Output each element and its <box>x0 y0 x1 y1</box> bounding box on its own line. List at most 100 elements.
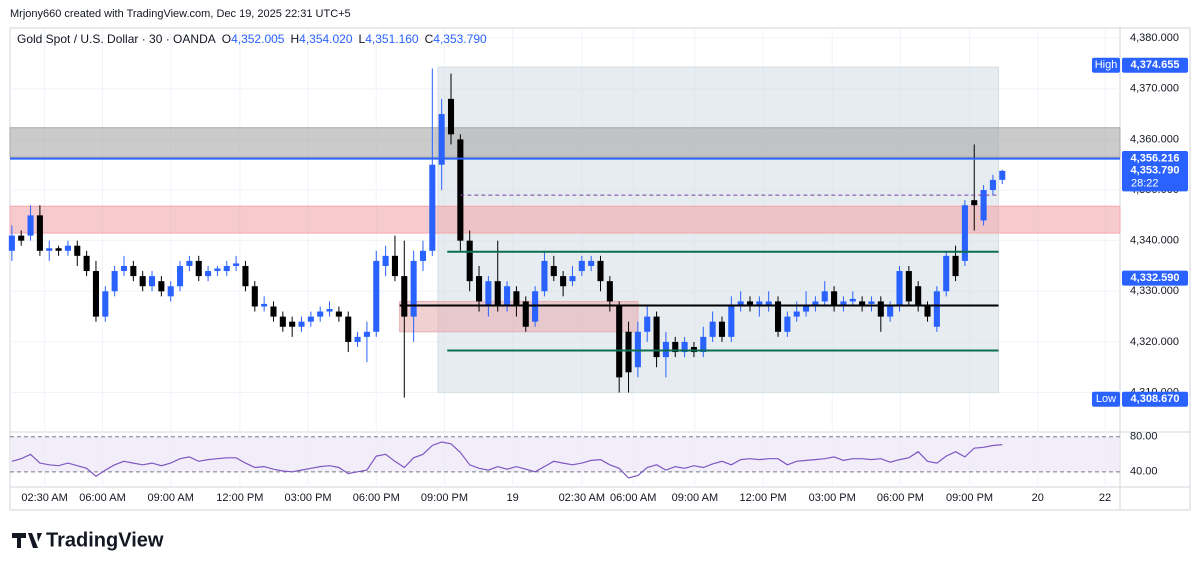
candle-body <box>690 346 697 353</box>
candle-body <box>803 306 810 312</box>
candle-body <box>391 255 398 277</box>
candle-body <box>18 235 25 241</box>
candle-body <box>102 291 109 317</box>
candle-body <box>8 235 15 251</box>
candle-body <box>261 303 268 307</box>
candle-body <box>74 245 81 256</box>
ohlc-key: C <box>424 32 434 46</box>
x-tick-label: 19 <box>507 492 519 504</box>
candle-body <box>205 271 212 277</box>
candle-body <box>961 205 968 261</box>
y-tick-label: 4,320.000 <box>1130 336 1179 348</box>
candle-body <box>410 260 417 317</box>
candle-body <box>279 316 286 327</box>
candle-body <box>700 336 707 353</box>
chart-frame <box>9 27 1191 511</box>
candle-body <box>625 331 632 373</box>
candle-body <box>971 200 978 206</box>
candle-body <box>494 281 501 307</box>
candle-body <box>457 139 464 241</box>
x-tick-label: 06:00 AM <box>79 492 125 504</box>
ohlc-value: 4,352.005 <box>231 32 285 46</box>
candle-body <box>317 311 324 317</box>
candle-body <box>653 316 660 358</box>
price-tag-name-box <box>1092 391 1120 407</box>
candle-body <box>746 301 754 307</box>
candle-body <box>167 286 174 297</box>
x-tick-label: 06:00 AM <box>610 492 656 504</box>
candle-body <box>915 286 922 307</box>
y-tick-label: 4,380.000 <box>1130 32 1179 44</box>
candle-body <box>504 286 511 307</box>
candle-body <box>905 271 912 302</box>
candle-body <box>298 321 305 327</box>
candle-body <box>233 263 240 266</box>
x-tick-label: 20 <box>1032 492 1044 504</box>
candle-body <box>373 260 380 332</box>
ohlc-key: L <box>358 32 366 46</box>
candle-body <box>644 316 651 332</box>
x-tick-label: 09:00 PM <box>946 492 993 504</box>
price-tag-name: High <box>1095 59 1118 71</box>
candle-body <box>728 306 735 337</box>
brand-logo <box>12 533 42 548</box>
candle-body <box>765 301 772 307</box>
x-tick-label: 06:00 PM <box>877 492 924 504</box>
x-tick-label: 06:00 PM <box>353 492 400 504</box>
x-tick-label: 02:30 AM <box>21 492 67 504</box>
candle-body <box>924 306 931 317</box>
candle-body <box>148 276 156 287</box>
x-tick-label: 09:00 AM <box>147 492 193 504</box>
x-tick-label: 02:30 AM <box>559 492 605 504</box>
candle-body <box>46 248 53 251</box>
price-tag-name: Low <box>1096 393 1116 405</box>
candle-body <box>186 260 193 266</box>
candle-body <box>64 245 71 251</box>
x-tick-label: 12:00 PM <box>740 492 787 504</box>
candle-body <box>345 316 352 342</box>
candle-body <box>616 306 623 378</box>
candle-body <box>933 291 940 327</box>
candle-body <box>634 331 641 368</box>
candle-body <box>793 311 800 317</box>
candle-body <box>223 265 230 272</box>
y-tick-label: 4,330.000 <box>1130 285 1179 297</box>
y-tick-label: 4,370.000 <box>1130 83 1179 95</box>
ohlc-key: O <box>221 32 232 46</box>
price-tag-name-box <box>1092 57 1120 73</box>
candle-body <box>532 291 539 322</box>
candle-body <box>214 268 221 272</box>
candle-body <box>560 276 567 287</box>
candle-body <box>251 286 258 307</box>
candle-body <box>522 301 529 327</box>
candle-body <box>588 260 595 266</box>
candle-body <box>868 301 875 304</box>
candle-body <box>784 316 791 332</box>
candle-body <box>270 306 277 317</box>
candle-body <box>111 271 118 292</box>
candle-body <box>681 341 688 353</box>
candle-body <box>27 215 34 236</box>
candle-body <box>877 301 884 317</box>
candle-body <box>513 291 520 307</box>
candle-body <box>887 306 894 317</box>
candle-body <box>83 255 90 272</box>
candle-body <box>718 321 726 337</box>
candle-body <box>401 276 408 317</box>
candle-body <box>382 255 389 266</box>
y-tick-label: 4,360.000 <box>1130 133 1179 145</box>
candle-body <box>485 281 492 307</box>
price-tag <box>1122 57 1188 73</box>
candle-body <box>980 190 987 221</box>
candle-body <box>831 291 838 307</box>
candle-body <box>896 271 903 307</box>
candle-body <box>36 215 43 251</box>
y-tick-label: 4,340.000 <box>1130 235 1179 247</box>
x-tick-label: 03:00 PM <box>285 492 332 504</box>
rsi-line <box>11 441 1003 479</box>
candle-body <box>177 265 184 287</box>
price-tag <box>1122 151 1188 167</box>
candle-body <box>419 250 427 261</box>
